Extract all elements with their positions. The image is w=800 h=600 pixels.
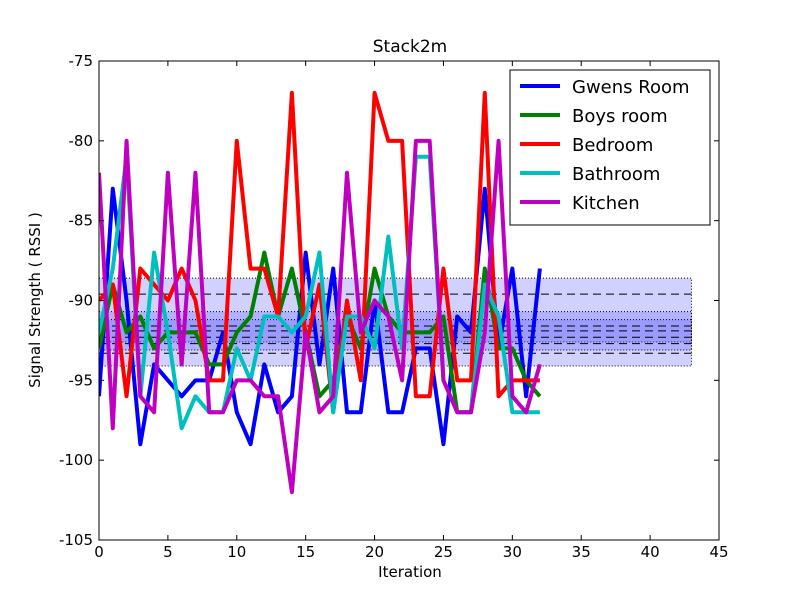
x-tick-label: 30: [503, 543, 522, 561]
plot-area: [99, 90, 692, 495]
y-tick-label: -105: [59, 531, 93, 549]
x-tick-label: 40: [641, 543, 660, 561]
legend-label: Gwens Room: [572, 77, 690, 98]
legend-label: Kitchen: [572, 193, 640, 214]
legend-label: Bedroom: [572, 135, 653, 156]
y-tick-label: -95: [69, 371, 94, 389]
series-line: [99, 90, 540, 415]
legend-box: [509, 69, 711, 226]
x-tick-label: 45: [709, 543, 728, 561]
y-tick-label: -100: [59, 451, 93, 469]
x-tick-label: 15: [296, 543, 315, 561]
legend-label: Bathroom: [572, 164, 660, 185]
y-tick-label: -80: [69, 132, 94, 150]
series-line: [99, 186, 542, 447]
legend-label: Boys room: [572, 106, 668, 127]
y-tick-label: -85: [69, 212, 94, 230]
series-line: [99, 138, 542, 495]
x-tick-label: 35: [572, 543, 591, 561]
x-axis-label: Iteration: [378, 563, 442, 581]
y-tick-label: -90: [69, 292, 94, 310]
y-axis-label: Signal Strength ( RSSI ): [26, 212, 44, 388]
x-tick-label: 0: [94, 543, 104, 561]
x-tick-label: 10: [227, 543, 246, 561]
y-tick-label: -75: [69, 52, 94, 70]
x-tick-label: 25: [434, 543, 453, 561]
x-tick-label: 20: [365, 543, 384, 561]
chart-title: Stack2m: [373, 37, 447, 57]
x-tick-label: 5: [163, 543, 173, 561]
